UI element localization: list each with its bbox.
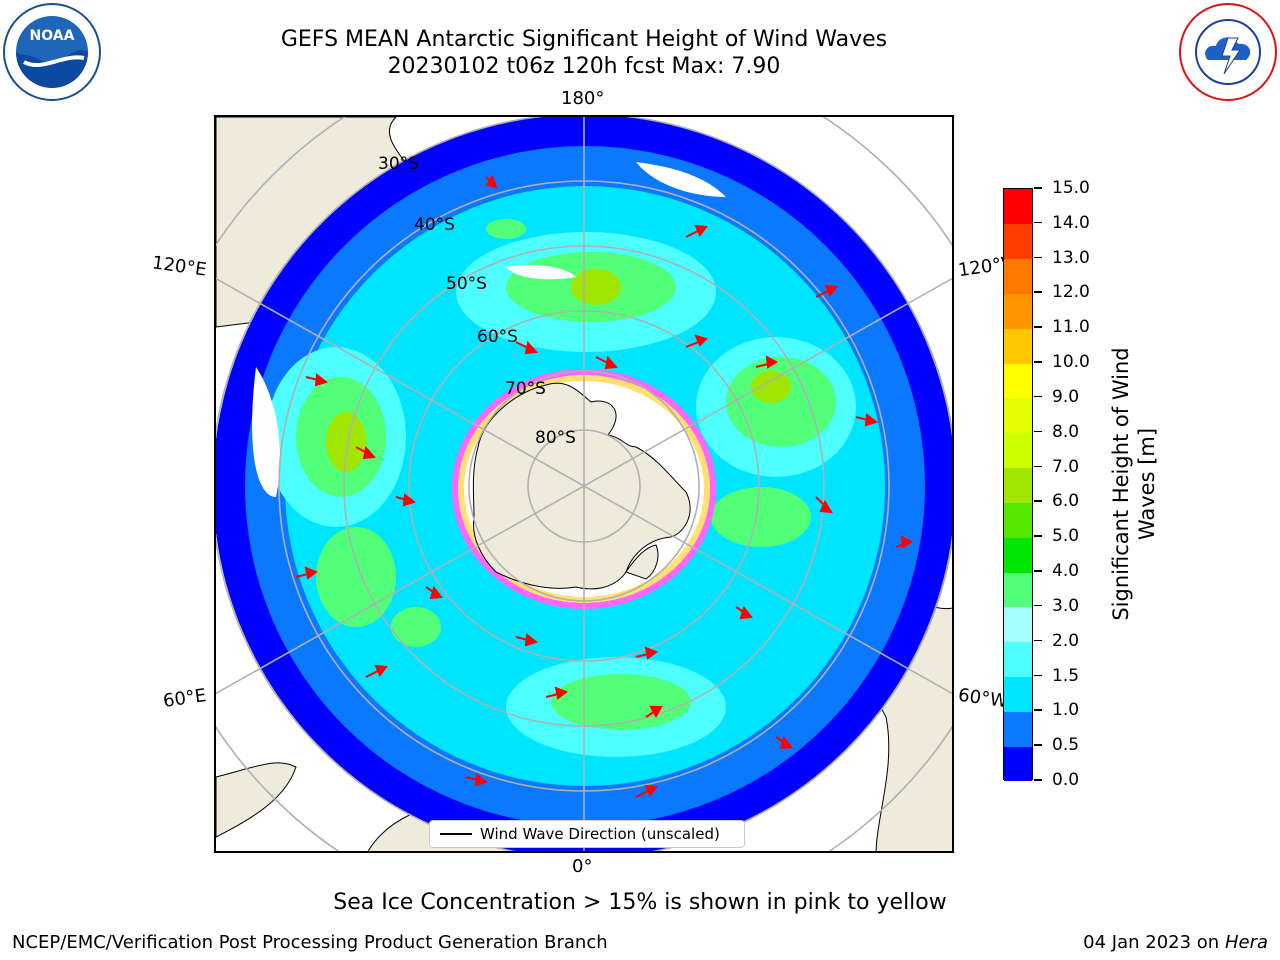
colorbar-tick — [1034, 291, 1042, 293]
footer-date-text: 04 Jan 2023 on — [1083, 932, 1225, 953]
colorbar-tick-label: 4.0 — [1052, 561, 1080, 582]
colorbar-tick-label: 8.0 — [1052, 421, 1080, 442]
polar-map: 30°S 40°S 50°S 60°S 70°S 80°S Wind Wave … — [214, 115, 954, 853]
lon-label-60w: 60°W — [956, 684, 1009, 713]
colorbar-segment — [1004, 711, 1032, 747]
lon-label-0: 0° — [572, 856, 593, 877]
antarctic-peninsula — [625, 544, 659, 580]
colorbar-tick — [1034, 535, 1042, 537]
map-canvas: 30°S 40°S 50°S 60°S 70°S 80°S — [216, 117, 952, 851]
lat-label-70s: 70°S — [505, 379, 546, 399]
colorbar-tick — [1034, 674, 1042, 677]
colorbar-tick-label: 5.0 — [1052, 526, 1080, 547]
colorbar — [1003, 188, 1033, 782]
footer-date: 04 Jan 2023 on Hera — [1083, 932, 1268, 953]
colorbar-segment — [1004, 293, 1032, 329]
colorbar-tick-label: 1.0 — [1052, 700, 1080, 721]
colorbar-tick — [1034, 604, 1042, 607]
wave-direction-arrows — [295, 174, 913, 798]
colorbar-segment — [1004, 467, 1032, 503]
colorbar-segment — [1004, 746, 1032, 782]
colorbar-tick-label: 1.5 — [1052, 665, 1080, 686]
legend-line-sample — [440, 833, 472, 835]
colorbar-segment — [1004, 223, 1032, 260]
colorbar-tick-label: 0.0 — [1052, 770, 1080, 790]
nws-logo — [1178, 2, 1278, 106]
footer-credit: NCEP/EMC/Verification Post Processing Pr… — [12, 932, 608, 953]
colorbar-segment — [1004, 258, 1032, 294]
colorbar-tick-label: 0.5 — [1052, 735, 1080, 756]
lat-label-40s: 40°S — [414, 215, 455, 235]
map-legend: Wind Wave Direction (unscaled) — [429, 820, 745, 848]
colorbar-tick — [1034, 395, 1042, 398]
colorbar-tick-label: 12.0 — [1052, 282, 1090, 303]
map-title: GEFS MEAN Antarctic Significant Height o… — [280, 27, 888, 52]
sea-ice-caption: Sea Ice Concentration > 15% is shown in … — [333, 890, 947, 915]
colorbar-tick-label: 14.0 — [1052, 212, 1090, 233]
colorbar-tick — [1034, 326, 1042, 328]
lat-labels: 30°S 40°S 50°S 60°S 70°S 80°S — [378, 154, 576, 448]
colorbar-segment — [1004, 537, 1032, 573]
colorbar-tick-label: 2.0 — [1052, 630, 1080, 651]
colorbar-tick — [1034, 187, 1042, 189]
colorbar-tick — [1034, 500, 1042, 502]
graticule — [216, 117, 952, 851]
colorbar-segment — [1004, 189, 1032, 225]
colorbar-segment — [1004, 363, 1032, 399]
colorbar-tick-label: 15.0 — [1052, 178, 1090, 198]
colorbar-tick-label: 7.0 — [1052, 456, 1080, 477]
colorbar-tick-label: 11.0 — [1052, 317, 1090, 338]
colorbar-segment — [1004, 502, 1032, 538]
noaa-logo: NOAA — [2, 2, 102, 106]
colorbar-segment — [1004, 572, 1032, 608]
map-subtitle: 20230102 t06z 120h fcst Max: 7.90 — [387, 54, 781, 79]
colorbar-tick — [1034, 744, 1042, 746]
lon-label-180: 180° — [561, 88, 605, 109]
colorbar-segment — [1004, 676, 1032, 712]
antarctica-land — [472, 382, 691, 590]
colorbar-label: Significant Height of Wind Waves [m] — [1109, 347, 1159, 621]
lat-label-80s: 80°S — [535, 428, 576, 448]
footer-host: Hera — [1224, 932, 1268, 953]
colorbar-segment — [1004, 397, 1032, 434]
lat-label-30s: 30°S — [378, 154, 419, 174]
colorbar-segment — [1004, 432, 1032, 469]
lon-label-120e: 120°E — [150, 252, 208, 281]
colorbar-segment — [1004, 641, 1032, 678]
colorbar-tick — [1034, 361, 1042, 363]
colorbar-tick — [1034, 256, 1042, 259]
lat-label-60s: 60°S — [477, 327, 518, 347]
colorbar-tick — [1034, 430, 1042, 433]
colorbar-tick — [1034, 221, 1042, 224]
colorbar-tick-label: 10.0 — [1052, 352, 1090, 373]
colorbar-tick — [1034, 779, 1042, 781]
colorbar-tick — [1034, 709, 1042, 711]
noaa-logo-text: NOAA — [30, 28, 75, 44]
lon-label-60e: 60°E — [161, 685, 208, 712]
colorbar-tick — [1034, 570, 1042, 572]
lat-label-50s: 50°S — [446, 274, 487, 294]
colorbar-tick — [1034, 465, 1042, 468]
colorbar-tick-label: 6.0 — [1052, 491, 1080, 512]
colorbar-segment — [1004, 606, 1032, 643]
colorbar-tick-label: 3.0 — [1052, 595, 1080, 616]
colorbar-tick — [1034, 639, 1042, 642]
colorbar-segment — [1004, 328, 1032, 364]
legend-label: Wind Wave Direction (unscaled) — [480, 825, 720, 843]
colorbar-tick-label: 13.0 — [1052, 247, 1090, 268]
colorbar-tick-label: 9.0 — [1052, 386, 1080, 407]
